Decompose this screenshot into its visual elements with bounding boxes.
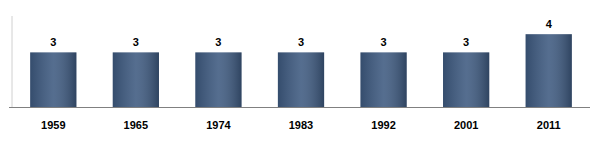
bar-shade bbox=[278, 52, 324, 107]
chart-container: 3 1959 3 1965 3 1974 3 1983 3 1992 3 2001 4 2011 bbox=[0, 0, 604, 141]
y-axis-line bbox=[12, 16, 13, 107]
x-tick-label: 2011 bbox=[537, 119, 561, 131]
bar-shade bbox=[30, 52, 76, 107]
x-tick-label: 1992 bbox=[371, 119, 395, 131]
data-label: 3 bbox=[298, 36, 304, 48]
bar bbox=[526, 34, 572, 107]
bar bbox=[360, 52, 406, 107]
data-label: 3 bbox=[463, 36, 469, 48]
data-label: 3 bbox=[215, 36, 221, 48]
bar-shade bbox=[195, 52, 241, 107]
bar-shade bbox=[113, 52, 159, 107]
bar bbox=[443, 52, 489, 107]
x-tick-label: 1965 bbox=[124, 119, 148, 131]
x-tick-label: 1959 bbox=[41, 119, 65, 131]
bar-shade bbox=[443, 52, 489, 107]
bar bbox=[30, 52, 76, 107]
bar-shade bbox=[360, 52, 406, 107]
x-tick-label: 1983 bbox=[289, 119, 313, 131]
bar bbox=[278, 52, 324, 107]
bar bbox=[113, 52, 159, 107]
data-label: 4 bbox=[546, 18, 553, 30]
data-label: 3 bbox=[50, 36, 56, 48]
x-tick-label: 1974 bbox=[206, 119, 231, 131]
bars bbox=[30, 34, 572, 107]
data-label: 3 bbox=[133, 36, 139, 48]
bar-shade bbox=[526, 34, 572, 107]
data-label: 3 bbox=[381, 36, 387, 48]
x-tick-label: 2001 bbox=[454, 119, 478, 131]
chart-svg: 3 1959 3 1965 3 1974 3 1983 3 1992 3 2001 4 2011 bbox=[0, 0, 604, 141]
bar bbox=[195, 52, 241, 107]
x-axis-line bbox=[9, 107, 590, 108]
